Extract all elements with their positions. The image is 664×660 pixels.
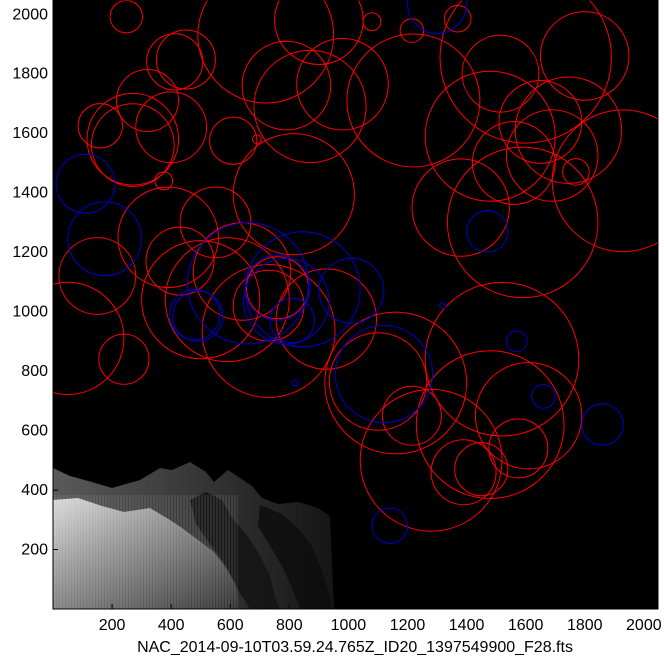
nucleus-dark-cliff (258, 505, 332, 609)
red-circle-43 (53, 281, 125, 395)
red-circle-47 (324, 311, 468, 455)
red-circle-3 (197, 0, 335, 104)
red-circle-32 (446, 146, 599, 299)
red-circle-55 (424, 281, 580, 437)
red-circle-54 (474, 362, 583, 470)
red-circle-16 (253, 49, 367, 164)
red-circle-17 (424, 70, 556, 202)
y-tick-label: 1400 (12, 185, 48, 202)
blue-circle-11 (466, 210, 509, 253)
x-tick-label: 1000 (331, 617, 367, 634)
red-circle-14 (296, 37, 389, 131)
red-circle-26 (154, 171, 174, 191)
y-tick-label: 1600 (12, 125, 48, 142)
red-circle-27 (209, 116, 258, 165)
red-circle-20 (551, 109, 658, 253)
red-circle-30 (232, 133, 355, 256)
red-circle-11 (498, 80, 583, 164)
y-tick-label: 600 (21, 423, 48, 440)
x-tick-label: 1800 (567, 617, 603, 634)
red-circle-51 (454, 442, 509, 497)
y-tick-label: 2000 (12, 6, 48, 23)
red-circle-19 (505, 109, 599, 202)
y-tick-label: 800 (21, 363, 48, 380)
x-tick-label: 1200 (390, 617, 426, 634)
blue-circle-0 (407, 0, 467, 34)
blue-circle-5 (186, 222, 310, 345)
red-circle-24 (86, 92, 180, 186)
x-tick-label: 400 (158, 617, 185, 634)
x-axis-label: NAC_2014-09-10T03.59.24.765Z_ID20_139754… (137, 639, 573, 656)
plot-frame (52, 0, 659, 610)
red-circle-36 (141, 240, 261, 360)
comet-nucleus-image (53, 462, 334, 609)
y-tick-label: 1200 (12, 244, 48, 261)
red-circle-37 (164, 237, 290, 363)
red-circle-21 (562, 158, 590, 186)
series-blue (55, 0, 624, 544)
red-circle-8 (539, 11, 630, 101)
blue-circle-15 (371, 507, 408, 544)
x-tick-label: 600 (217, 617, 244, 634)
blue-circle-10 (334, 324, 434, 424)
red-circle-28 (251, 134, 262, 145)
red-circle-29 (135, 91, 208, 164)
red-circle-52 (488, 418, 549, 479)
x-tick-label: 1400 (449, 617, 485, 634)
x-tick-label: 1600 (508, 617, 544, 634)
blue-circle-8 (318, 257, 385, 324)
blue-circle-13 (531, 384, 556, 409)
red-circle-50 (415, 350, 565, 500)
blue-circle-12 (506, 330, 528, 353)
blue-circle-16 (291, 379, 299, 387)
red-circle-35 (117, 186, 219, 289)
blue-circle-17 (439, 302, 447, 310)
red-circle-25 (116, 69, 179, 132)
blue-circle-4 (169, 289, 221, 341)
x-tick-label: 2000 (626, 617, 662, 634)
red-circle-49 (430, 439, 497, 506)
blue-circle-1 (55, 153, 116, 214)
red-circle-44 (98, 333, 150, 385)
y-tick-label: 200 (21, 542, 48, 559)
blue-circle-9 (269, 297, 315, 344)
red-circle-41 (201, 264, 336, 398)
blue-circle-14 (581, 403, 624, 446)
x-axis: 200 400 600 800 1000 1200 1400 1600 1800 2000 (99, 604, 662, 634)
series-red (53, 0, 658, 532)
red-circle-13 (346, 33, 481, 168)
y-tick-label: 400 (21, 482, 48, 499)
red-circle-5 (362, 12, 382, 32)
x-tick-label: 800 (276, 617, 303, 634)
red-circle-38 (232, 269, 305, 342)
red-circle-31 (411, 158, 510, 257)
y-tick-label: 1000 (12, 304, 48, 321)
red-circle-22 (77, 103, 124, 149)
red-circle-9 (439, 0, 612, 144)
nucleus-scanlines (53, 495, 238, 609)
y-axis: 200 400 600 800 1000 1200 1400 1600 1800 2000 (12, 6, 58, 559)
red-circle-15 (241, 40, 332, 131)
blue-circle-3 (172, 290, 224, 342)
blue-circle-18 (243, 257, 330, 345)
red-circle-46 (328, 332, 428, 431)
y-tick-label: 1800 (12, 66, 48, 83)
red-circle-18 (471, 121, 556, 205)
x-tick-label: 200 (99, 617, 126, 634)
red-circle-42 (58, 237, 137, 315)
red-circle-1 (155, 29, 216, 90)
blue-circle-2 (67, 201, 143, 277)
red-circle-23 (90, 103, 175, 188)
red-circle-34 (145, 226, 215, 296)
red-circle-53 (381, 385, 442, 446)
